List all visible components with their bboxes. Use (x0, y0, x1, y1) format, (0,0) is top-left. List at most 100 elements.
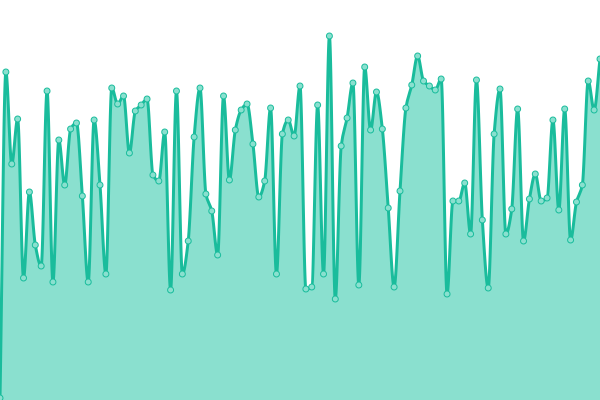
data-point-48 (278, 130, 286, 138)
data-point-74 (431, 86, 439, 94)
data-point-88 (514, 105, 522, 113)
data-point-90 (525, 195, 533, 203)
data-point-83 (484, 284, 492, 292)
data-point-41 (237, 106, 245, 114)
data-point-17 (96, 181, 104, 189)
data-point-63 (367, 126, 375, 134)
data-point-0 (0, 394, 4, 400)
data-point-13 (72, 119, 80, 127)
data-point-77 (449, 197, 457, 205)
data-point-68 (396, 187, 404, 195)
data-point-99 (578, 181, 586, 189)
data-point-11 (61, 181, 69, 189)
data-point-102 (596, 55, 600, 63)
data-point-97 (567, 236, 575, 244)
data-point-70 (408, 81, 416, 89)
data-point-9 (49, 278, 57, 286)
data-point-62 (361, 63, 369, 71)
data-point-73 (425, 82, 433, 90)
data-point-37 (214, 251, 222, 259)
data-point-30 (172, 87, 180, 95)
data-point-84 (490, 130, 498, 138)
data-point-52 (302, 285, 310, 293)
data-point-20 (114, 100, 122, 108)
data-point-19 (108, 84, 116, 92)
data-point-58 (337, 142, 345, 150)
data-point-32 (184, 237, 192, 245)
data-point-75 (437, 75, 445, 83)
data-point-28 (161, 128, 169, 136)
data-point-22 (125, 149, 133, 157)
data-point-29 (167, 286, 175, 294)
data-point-12 (67, 125, 75, 133)
data-point-43 (249, 140, 257, 148)
data-point-81 (472, 76, 480, 84)
data-points (0, 32, 600, 400)
data-point-2 (8, 160, 16, 168)
data-point-8 (43, 87, 51, 95)
data-point-59 (343, 114, 351, 122)
data-point-23 (131, 107, 139, 115)
data-point-38 (220, 92, 228, 100)
data-point-33 (190, 133, 198, 141)
data-point-57 (331, 295, 339, 303)
data-point-76 (443, 290, 451, 298)
data-point-56 (325, 32, 333, 40)
data-point-24 (137, 101, 145, 109)
data-point-51 (296, 82, 304, 90)
data-point-95 (555, 206, 563, 214)
data-point-87 (508, 205, 516, 213)
data-point-44 (255, 193, 263, 201)
data-point-67 (390, 283, 398, 291)
data-point-96 (561, 105, 569, 113)
data-point-94 (549, 116, 557, 124)
data-point-34 (196, 84, 204, 92)
data-point-14 (78, 192, 86, 200)
data-point-50 (290, 132, 298, 140)
data-point-82 (478, 216, 486, 224)
data-point-93 (543, 194, 551, 202)
data-point-86 (502, 230, 510, 238)
data-point-49 (284, 116, 292, 124)
data-point-47 (272, 270, 280, 278)
data-point-80 (467, 230, 475, 238)
data-point-79 (461, 179, 469, 187)
data-point-65 (378, 125, 386, 133)
data-point-45 (261, 177, 269, 185)
data-point-101 (590, 106, 598, 114)
data-point-1 (2, 68, 10, 76)
data-point-72 (420, 77, 428, 85)
data-point-10 (55, 136, 63, 144)
data-point-71 (414, 52, 422, 60)
data-point-4 (20, 274, 28, 282)
data-point-42 (243, 100, 251, 108)
data-point-16 (90, 116, 98, 124)
data-point-89 (520, 237, 528, 245)
data-point-60 (349, 79, 357, 87)
data-point-85 (496, 85, 504, 93)
data-point-15 (84, 278, 92, 286)
data-point-78 (455, 197, 463, 205)
data-point-5 (25, 188, 33, 196)
data-point-69 (402, 104, 410, 112)
data-point-39 (225, 176, 233, 184)
data-point-3 (14, 115, 22, 123)
data-point-66 (384, 204, 392, 212)
data-point-92 (537, 197, 545, 205)
data-point-55 (320, 270, 328, 278)
data-point-6 (31, 241, 39, 249)
data-point-25 (143, 95, 151, 103)
data-point-40 (231, 126, 239, 134)
series-area-fill (0, 36, 600, 400)
data-point-64 (372, 88, 380, 96)
data-point-26 (149, 171, 157, 179)
data-point-35 (202, 190, 210, 198)
data-point-31 (178, 270, 186, 278)
data-point-21 (120, 92, 128, 100)
data-point-54 (314, 101, 322, 109)
data-point-46 (267, 104, 275, 112)
data-point-100 (584, 77, 592, 85)
data-point-61 (355, 281, 363, 289)
data-point-7 (37, 262, 45, 270)
